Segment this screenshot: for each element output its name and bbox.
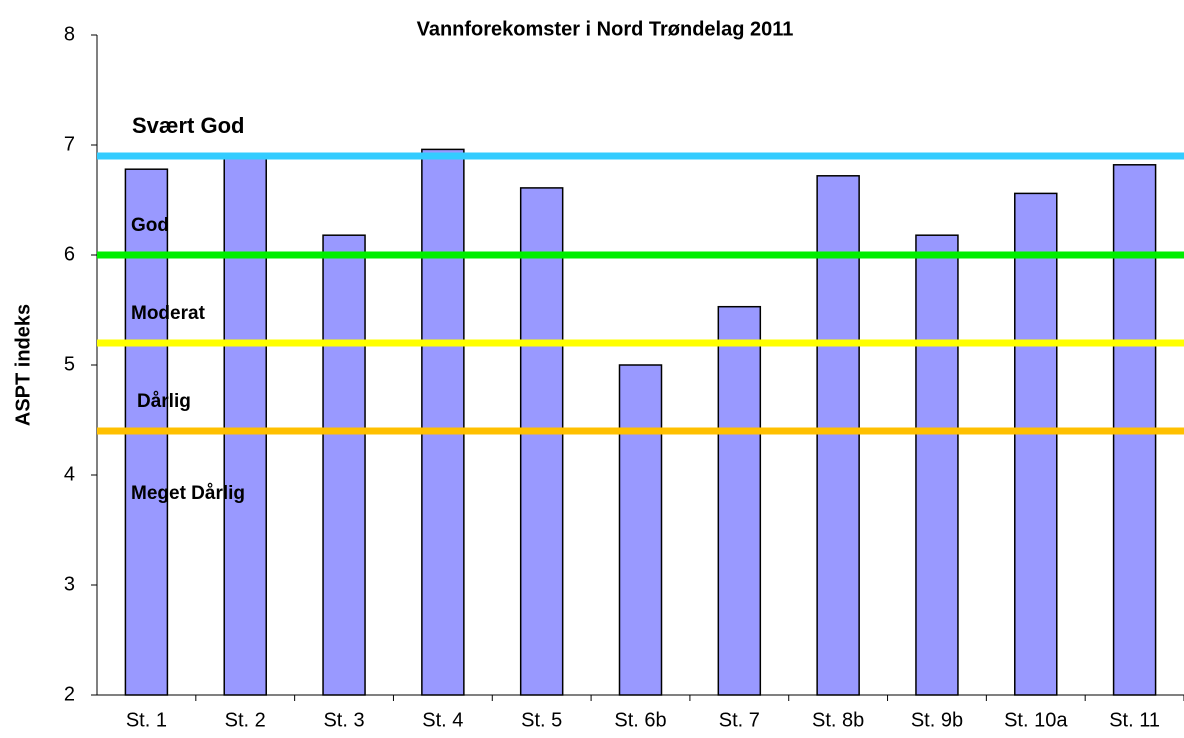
y-tick-label: 6 xyxy=(64,243,75,265)
bar xyxy=(915,234,959,696)
x-tick-label: St. 9b xyxy=(911,709,963,731)
x-tick-label: St. 5 xyxy=(521,709,562,731)
chart-title: Vannforekomster i Nord Trøndelag 2011 xyxy=(417,18,794,40)
bar xyxy=(223,155,267,696)
bar xyxy=(816,175,860,696)
bar xyxy=(618,364,663,696)
y-tick-label: 4 xyxy=(64,463,75,485)
y-tick-label: 2 xyxy=(64,683,75,705)
zone-label: God xyxy=(131,215,169,236)
x-tick-label: St. 1 xyxy=(126,709,167,731)
bar xyxy=(322,234,366,696)
y-tick-label: 8 xyxy=(64,23,75,45)
y-tick-label: 5 xyxy=(64,353,75,375)
x-tick-label: St. 10a xyxy=(1004,709,1068,731)
x-tick-label: St. 3 xyxy=(323,709,364,731)
x-tick-label: St. 4 xyxy=(422,709,463,731)
y-axis-label: ASPT indeks xyxy=(12,304,34,426)
bar xyxy=(519,187,564,696)
x-tick-label: St. 2 xyxy=(225,709,266,731)
zone-label: Moderat xyxy=(131,303,206,324)
bar xyxy=(717,305,762,696)
y-tick-label: 3 xyxy=(64,573,75,595)
x-tick-label: St. 7 xyxy=(719,709,760,731)
bar xyxy=(1014,192,1058,696)
y-tick-label: 7 xyxy=(64,133,75,155)
zone-label: Meget Dårlig xyxy=(131,483,245,504)
x-tick-label: St. 8b xyxy=(812,709,864,731)
zone-label: Svært God xyxy=(132,113,244,138)
zone-label: Dårlig xyxy=(137,391,191,412)
x-tick-label: St. 6b xyxy=(614,709,666,731)
x-tick-label: St. 11 xyxy=(1109,709,1160,731)
bar xyxy=(421,148,465,696)
